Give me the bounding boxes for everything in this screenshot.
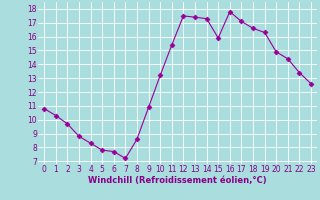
X-axis label: Windchill (Refroidissement éolien,°C): Windchill (Refroidissement éolien,°C) bbox=[88, 176, 267, 185]
